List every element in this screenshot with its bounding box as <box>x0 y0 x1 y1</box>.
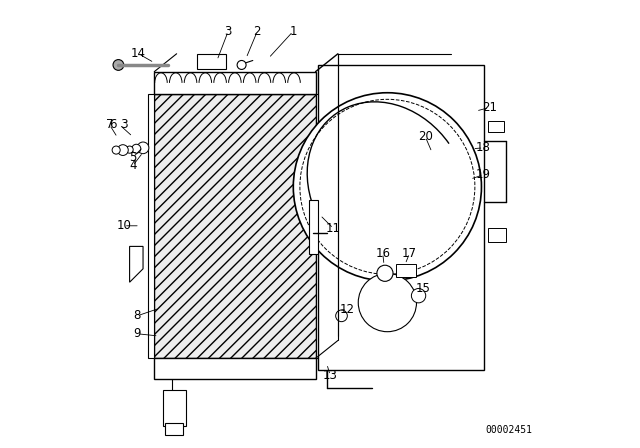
Text: 9: 9 <box>134 327 141 340</box>
Bar <box>154 72 316 94</box>
Circle shape <box>237 60 246 69</box>
Bar <box>488 228 506 241</box>
Circle shape <box>293 93 481 281</box>
Text: 11: 11 <box>326 222 341 235</box>
Bar <box>165 423 184 435</box>
Circle shape <box>336 310 348 322</box>
Text: 20: 20 <box>418 130 433 143</box>
Text: 15: 15 <box>415 282 431 296</box>
Bar <box>396 264 417 277</box>
Circle shape <box>412 289 426 303</box>
Text: 7: 7 <box>106 118 113 131</box>
Polygon shape <box>130 246 143 282</box>
Text: 5: 5 <box>129 151 136 164</box>
Circle shape <box>126 146 133 153</box>
Text: 6 3: 6 3 <box>110 118 129 131</box>
Text: 17: 17 <box>402 246 417 260</box>
Bar <box>148 94 154 358</box>
Text: 8: 8 <box>134 309 141 323</box>
Text: 18: 18 <box>476 141 491 155</box>
Text: 13: 13 <box>323 369 338 382</box>
Bar <box>197 54 226 69</box>
Text: 2: 2 <box>253 25 261 38</box>
Bar <box>163 390 186 426</box>
Bar <box>154 358 316 379</box>
Text: 10: 10 <box>116 219 131 233</box>
Bar <box>317 65 484 370</box>
Text: 19: 19 <box>476 168 491 181</box>
Text: 12: 12 <box>339 302 355 316</box>
Text: 16: 16 <box>375 246 390 260</box>
Circle shape <box>113 60 124 70</box>
Text: 3: 3 <box>225 25 232 38</box>
Text: 1: 1 <box>289 25 297 38</box>
Circle shape <box>137 142 149 154</box>
Bar <box>316 94 323 358</box>
Bar <box>309 200 317 254</box>
Bar <box>154 94 316 358</box>
Text: 00002451: 00002451 <box>486 425 533 435</box>
Circle shape <box>377 265 393 281</box>
Circle shape <box>358 273 417 332</box>
Bar <box>488 121 504 132</box>
Text: 21: 21 <box>482 101 497 114</box>
Circle shape <box>132 144 141 153</box>
Circle shape <box>118 145 128 155</box>
Text: 4: 4 <box>129 159 136 172</box>
Text: 14: 14 <box>131 47 146 60</box>
Circle shape <box>112 146 120 154</box>
